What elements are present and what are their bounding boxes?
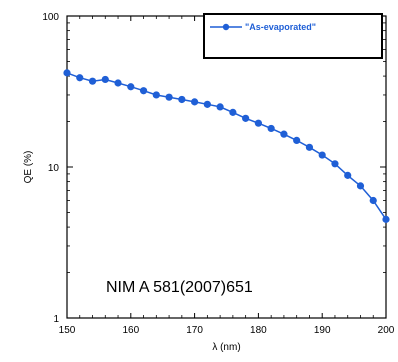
data-point	[203, 100, 211, 108]
data-point	[63, 69, 71, 77]
data-point	[293, 136, 301, 145]
data-point	[101, 75, 109, 84]
y-axis-title: QE (%)	[23, 151, 34, 184]
data-point	[267, 124, 275, 133]
data-point	[88, 77, 97, 85]
axes: 150 160 170 180 190 200 1 10 100 λ (nm) QE (%)	[23, 12, 395, 353]
data-point	[178, 95, 186, 104]
legend-label: "As-evaporated"	[245, 22, 316, 32]
data-point	[280, 130, 288, 138]
annotation-text: NIM A 581(2007)651	[106, 279, 253, 296]
data-point	[254, 119, 262, 127]
legend-box	[203, 13, 383, 59]
data-point	[139, 87, 148, 95]
data-point	[305, 143, 314, 151]
x-tick-label: 160	[122, 325, 139, 336]
legend-marker	[222, 23, 230, 31]
x-tick-label: 190	[314, 325, 331, 336]
legend: "As-evaporated"	[203, 13, 383, 59]
data-point	[369, 196, 377, 205]
data-point	[127, 83, 135, 91]
data-point	[242, 114, 250, 122]
x-tick-label: 180	[250, 325, 267, 336]
data-point	[114, 79, 122, 87]
data-point	[76, 74, 84, 82]
data-point	[382, 215, 390, 223]
data-point	[331, 160, 339, 168]
y-tick-label: 100	[42, 12, 59, 23]
x-tick-label: 200	[378, 325, 395, 336]
data-point	[344, 171, 352, 179]
data-point	[229, 108, 237, 116]
x-axis-title: λ (nm)	[212, 342, 240, 353]
x-tick-label: 150	[59, 325, 76, 336]
data-point	[216, 103, 224, 111]
y-tick-label: 1	[53, 314, 59, 325]
x-tick-label: 170	[186, 325, 203, 336]
data-point	[165, 93, 173, 101]
data-point	[356, 182, 365, 190]
series-layer	[63, 69, 390, 223]
data-point	[191, 98, 199, 106]
data-point	[318, 151, 326, 159]
data-point	[152, 91, 160, 99]
y-tick-label: 10	[48, 163, 60, 174]
